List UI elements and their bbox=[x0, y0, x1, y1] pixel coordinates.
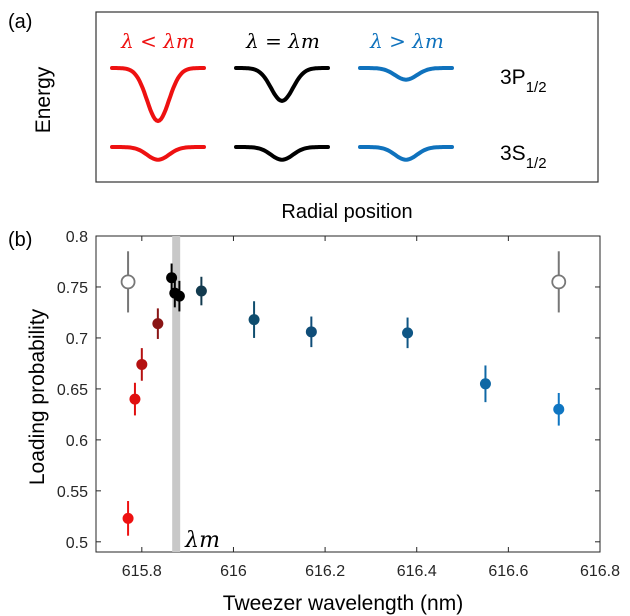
panel-a-ylabel: Energy bbox=[32, 66, 55, 133]
x-tick-label: 616.8 bbox=[580, 563, 620, 580]
lambda-m-label: λm bbox=[184, 528, 220, 553]
data-point bbox=[479, 378, 491, 390]
panel-a-xlabel: Radial position bbox=[281, 201, 412, 223]
axes-box bbox=[95, 235, 601, 553]
y-tick-label: 0.55 bbox=[57, 484, 88, 501]
data-point bbox=[553, 403, 565, 415]
level-label-3p-sub: 1/2 bbox=[526, 79, 547, 96]
lambda-m-band bbox=[172, 236, 181, 552]
y-tick-label: 0.7 bbox=[66, 331, 88, 348]
x-tick-label: 616.4 bbox=[397, 563, 437, 580]
well-3s-red bbox=[110, 145, 206, 162]
x-tick-label: 616 bbox=[220, 563, 247, 580]
col-label-3: λ > λm bbox=[369, 29, 444, 53]
y-tick-label: 0.8 bbox=[66, 229, 88, 246]
data-point bbox=[152, 318, 164, 330]
data-point bbox=[305, 326, 317, 338]
data-point bbox=[248, 314, 260, 326]
y-tick-label: 0.65 bbox=[57, 382, 88, 399]
y-tick-label: 0.75 bbox=[57, 280, 88, 297]
col-label-2: λ = λm bbox=[245, 29, 320, 53]
data-point bbox=[136, 358, 148, 370]
y-tick-label: 0.5 bbox=[66, 535, 88, 552]
well-3p-red bbox=[110, 66, 206, 124]
x-tick-label: 616.2 bbox=[305, 563, 345, 580]
well-3p-blue bbox=[358, 66, 454, 82]
data-point-reference bbox=[551, 274, 567, 290]
well-3s-blue bbox=[358, 145, 454, 162]
data-point bbox=[129, 393, 141, 405]
panel-a-tag: (a) bbox=[8, 11, 32, 33]
data-point bbox=[173, 290, 185, 302]
data-point-reference bbox=[120, 274, 136, 290]
y-axis-label: Loading probability bbox=[26, 308, 49, 485]
x-tick-label: 616.6 bbox=[488, 563, 528, 580]
plot-area: 615.8 616 616.2 616.4 616.6 616.8 0.5 0.55 0.6 0.… bbox=[57, 229, 620, 580]
y-tick-label: 0.6 bbox=[66, 433, 88, 450]
col-label-1: λ < λm bbox=[120, 29, 195, 53]
panel-a-frame bbox=[95, 11, 599, 183]
data-point bbox=[402, 327, 414, 339]
level-label-3s-sub: 1/2 bbox=[526, 155, 547, 172]
x-axis-label: Tweezer wavelength (nm) bbox=[223, 592, 463, 615]
panel-b-tag: (b) bbox=[8, 229, 32, 251]
level-label-3p: 3P1/2 bbox=[500, 66, 547, 96]
data-point bbox=[122, 512, 134, 524]
well-3s-black bbox=[234, 145, 330, 162]
data-point bbox=[195, 285, 207, 297]
x-tick-label: 615.8 bbox=[122, 563, 162, 580]
level-label-3s: 3S1/2 bbox=[500, 142, 547, 172]
well-3p-black bbox=[234, 66, 330, 103]
